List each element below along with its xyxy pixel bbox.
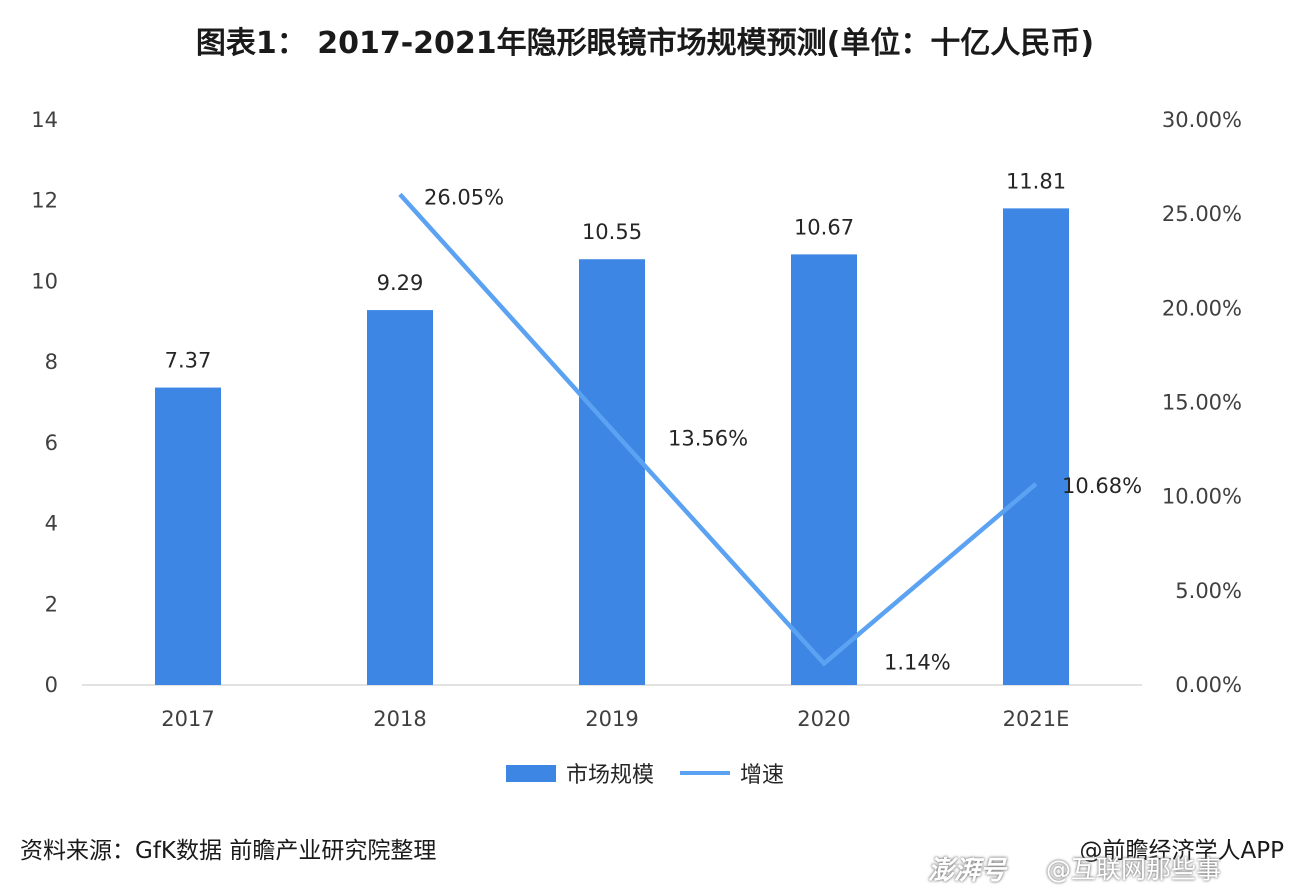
y-right-tick-label: 30.00% [1162, 108, 1242, 132]
y-left-tick-label: 0 [45, 673, 58, 697]
watermark-text: @互联网那些事 [1046, 855, 1222, 884]
y-right-tick-label: 20.00% [1162, 296, 1242, 320]
legend-swatch-bar [505, 764, 556, 782]
bar-2019 [579, 259, 645, 685]
line-value-label: 1.14% [884, 651, 951, 675]
watermark-logo: 澎湃号 [928, 856, 1007, 886]
y-right-tick-label: 5.00% [1175, 579, 1242, 603]
legend-label-bar: 市场规模 [565, 763, 654, 788]
growth-line [398, 192, 1038, 667]
y-left-tick-label: 4 [45, 512, 58, 536]
y-right-tick-label: 10.00% [1162, 485, 1242, 509]
legend-item-line: 增速 [680, 757, 784, 789]
bar-value-label: 7.37 [165, 349, 212, 373]
source-note: 资料来源：GfK数据 前瞻产业研究院整理 [20, 838, 437, 864]
bar-value-label: 9.29 [377, 271, 424, 295]
y-left-tick-label: 12 [31, 189, 58, 213]
y-left-tick-label: 8 [45, 350, 58, 374]
x-tick-label: 2021E [1003, 707, 1070, 731]
y-right-tick-label: 0.00% [1175, 673, 1242, 697]
line-value-label: 26.05% [424, 185, 504, 209]
x-tick-label: 2017 [161, 707, 214, 731]
bar-2018 [367, 310, 433, 685]
bar-value-label: 10.55 [582, 220, 642, 244]
credit-note: @前瞻经济学人APP [1079, 838, 1284, 864]
x-tick-label: 2019 [585, 707, 638, 731]
legend-item-bar: 市场规模 [505, 757, 654, 789]
y-left-tick-label: 14 [31, 108, 58, 132]
legend-swatch-line [680, 771, 730, 775]
line-value-label: 10.68% [1062, 474, 1142, 498]
line-value-label: 13.56% [668, 427, 748, 451]
bar-2017 [155, 387, 221, 685]
chart-canvas: 0 2 4 6 8 10 12 14 0.00% 5.00% 10.00% 15.00% 20.00% 2… [31, 108, 1242, 731]
legend: 市场规模 增速 [0, 757, 1290, 789]
bar-2021E [1003, 208, 1069, 685]
legend-label-line: 增速 [740, 763, 785, 788]
y-left-tick-label: 2 [45, 592, 58, 616]
y-left-tick-label: 10 [31, 269, 58, 293]
chart-title: 图表1： 2017-2021年隐形眼镜市场规模预测(单位：十亿人民币) [195, 26, 1095, 61]
y-right-tick-label: 15.00% [1162, 391, 1242, 415]
x-tick-label: 2018 [373, 707, 426, 731]
y-left-tick-label: 6 [45, 431, 58, 455]
x-tick-label: 2020 [797, 707, 850, 731]
bar-value-label: 11.81 [1006, 169, 1066, 193]
bar-2020 [791, 254, 857, 685]
y-right-tick-label: 25.00% [1162, 202, 1242, 226]
bar-value-label: 10.67 [794, 215, 854, 239]
